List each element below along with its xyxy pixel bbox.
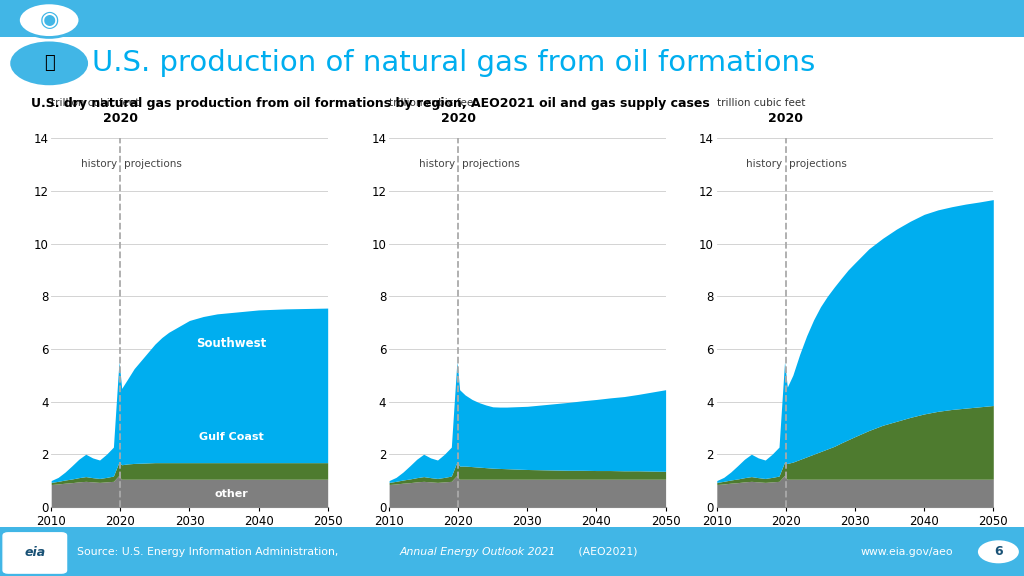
- Text: U.S. production of natural gas from oil formations: U.S. production of natural gas from oil …: [92, 50, 815, 77]
- Text: projections: projections: [462, 160, 519, 169]
- Text: ◉: ◉: [40, 10, 58, 30]
- Text: www.eia.gov/aeo: www.eia.gov/aeo: [860, 547, 952, 557]
- Text: High Oil and Gas Supply case: High Oil and Gas Supply case: [717, 68, 936, 81]
- Text: other: other: [214, 488, 248, 499]
- Text: 🔥: 🔥: [44, 54, 54, 73]
- Text: projections: projections: [124, 160, 181, 169]
- Text: trillion cubic feet: trillion cubic feet: [389, 98, 477, 108]
- Text: trillion cubic feet: trillion cubic feet: [51, 98, 139, 108]
- Text: Source: U.S. Energy Information Administration,: Source: U.S. Energy Information Administ…: [77, 547, 342, 557]
- Text: Low Oil and Gas Supply case: Low Oil and Gas Supply case: [389, 68, 603, 81]
- Text: Reference case: Reference case: [51, 68, 166, 81]
- Text: history: history: [746, 160, 782, 169]
- Text: Southwest: Southwest: [196, 337, 266, 350]
- Text: history: history: [419, 160, 455, 169]
- Text: Gulf Coast: Gulf Coast: [199, 432, 263, 442]
- Text: Annual Energy Outlook 2021: Annual Energy Outlook 2021: [399, 547, 555, 557]
- Text: (AEO2021): (AEO2021): [575, 547, 638, 557]
- Text: projections: projections: [790, 160, 847, 169]
- Text: eia: eia: [25, 547, 45, 559]
- Text: 2020: 2020: [768, 112, 804, 125]
- Text: 2020: 2020: [102, 112, 138, 125]
- Text: history: history: [81, 160, 117, 169]
- Text: 6: 6: [994, 545, 1002, 558]
- Text: U.S. dry natural gas production from oil formations by region, AEO2021 oil and g: U.S. dry natural gas production from oil…: [31, 97, 710, 110]
- Text: trillion cubic feet: trillion cubic feet: [717, 98, 805, 108]
- Text: 2020: 2020: [440, 112, 476, 125]
